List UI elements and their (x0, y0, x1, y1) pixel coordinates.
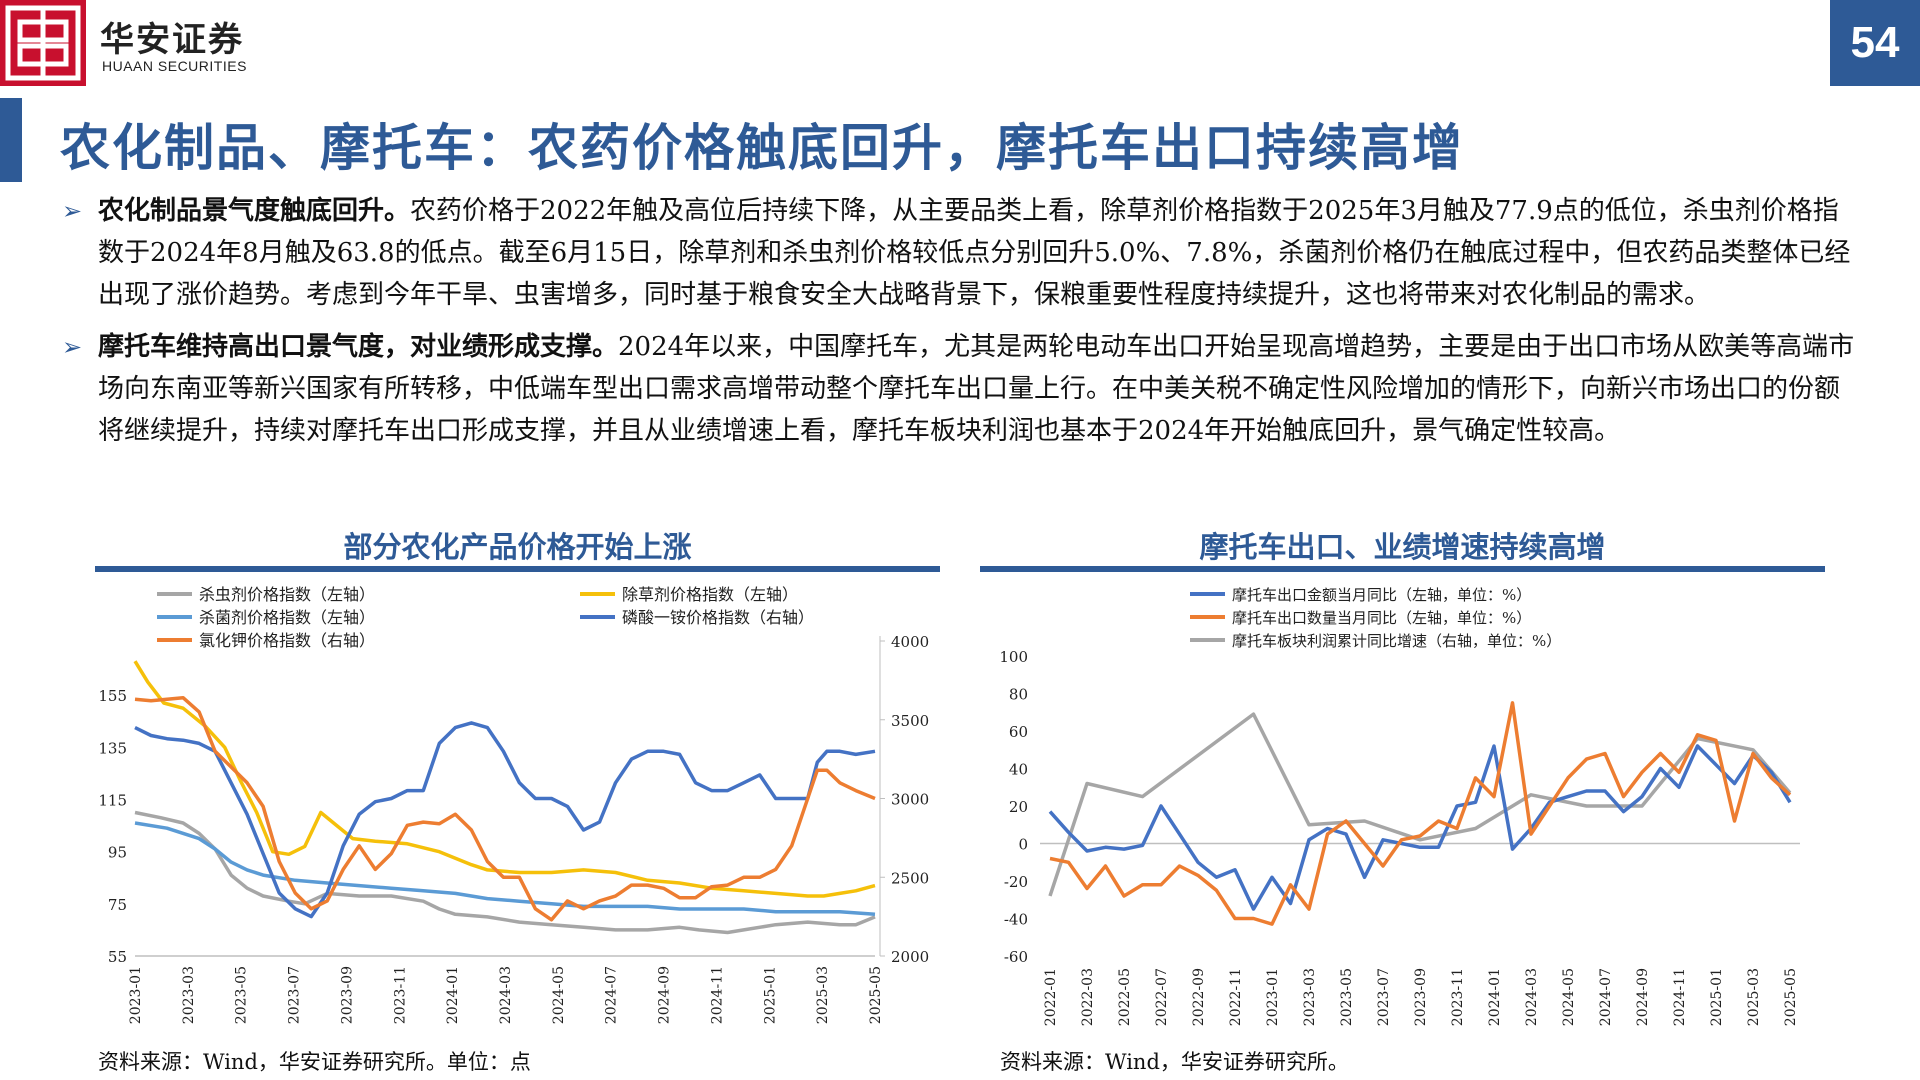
y-right-tick-label: 2000 (891, 948, 929, 966)
legend-label: 氯化钾价格指数（右轴） (199, 631, 375, 650)
x-tick-label: 2024-01 (1487, 968, 1503, 1026)
y-tick-label: 0 (1018, 836, 1028, 854)
y-right-tick-label: 3000 (891, 791, 929, 809)
x-tick-label: 2024-03 (498, 966, 514, 1024)
x-tick-label: 2024-09 (1635, 968, 1651, 1026)
x-tick-label: 2024-11 (709, 966, 725, 1024)
brand-name-en: HUAAN SECURITIES (102, 58, 247, 74)
x-tick-label: 2023-01 (1265, 968, 1281, 1026)
bullet-lead: 农化制品景气度触底回升。 (98, 196, 411, 226)
y-right-tick-label: 3500 (891, 712, 929, 730)
x-tick-label: 2022-09 (1191, 968, 1207, 1026)
legend-label: 摩托车出口数量当月同比（左轴，单位：%） (1232, 609, 1531, 627)
x-tick-label: 2024-07 (1598, 968, 1614, 1026)
legend-label: 杀虫剂价格指数（左轴） (199, 585, 375, 604)
x-tick-label: 2023-01 (128, 966, 144, 1024)
y-left-tick-label: 115 (98, 791, 127, 809)
x-tick-label: 2025-05 (868, 966, 884, 1024)
series-line-3 (134, 721, 876, 919)
left-chart-title: 部分农化产品价格开始上涨 (343, 530, 692, 564)
y-right-tick-label: 4000 (891, 633, 929, 651)
bullet-body: 农药价格于2022年触及高位后持续下降，从主要品类上看，除草剂价格指数于2025… (98, 196, 1851, 310)
x-tick-label: 2023-09 (1413, 968, 1429, 1026)
x-tick-label: 2024-05 (1561, 968, 1577, 1026)
series-line-1 (133, 660, 876, 898)
bullet-lead: 摩托车维持高出口景气度，对业绩形成支撑。 (98, 332, 619, 362)
legend-label: 除草剂价格指数（左轴） (622, 585, 798, 604)
x-tick-label: 2025-03 (1746, 968, 1762, 1026)
x-tick-label: 2023-07 (287, 966, 303, 1024)
y-left-tick-label: 135 (98, 739, 127, 757)
series-line-0 (1048, 744, 1792, 911)
y-right-tick-label: 2500 (891, 869, 929, 887)
y-left-tick-label: 55 (108, 948, 127, 966)
x-tick-label: 2024-05 (551, 966, 567, 1024)
x-tick-label: 2025-01 (1709, 968, 1725, 1026)
right-chart-rule (980, 566, 1825, 572)
left-chart: 55 75 95 115 135 155 2000 2500 3000 3500 4000 2023-… (98, 585, 929, 1024)
y-tick-label: -40 (1004, 911, 1028, 929)
x-tick-label: 2023-11 (1450, 968, 1466, 1026)
page-number: 54 (1830, 0, 1920, 86)
x-tick-label: 2025-01 (762, 966, 778, 1024)
x-tick-label: 2023-03 (181, 966, 197, 1024)
x-tick-label: 2024-11 (1672, 968, 1688, 1026)
x-tick-label: 2022-01 (1043, 968, 1059, 1026)
x-tick-label: 2024-07 (604, 966, 620, 1024)
series-line-2 (134, 821, 876, 917)
x-tick-label: 2022-07 (1154, 968, 1170, 1026)
y-left-tick-label: 75 (108, 896, 127, 914)
x-tick-label: 2024-03 (1524, 968, 1540, 1026)
x-tick-label: 2022-11 (1228, 968, 1244, 1026)
legend-label: 摩托车板块利润累计同比增速（右轴，单位：%） (1232, 632, 1561, 650)
series-line-0 (134, 810, 876, 935)
right-chart-title: 摩托车出口、业绩增速持续高增 (1199, 530, 1606, 564)
y-tick-label: 80 (1009, 686, 1028, 704)
legend-label: 杀菌剂价格指数（左轴） (199, 608, 375, 627)
x-tick-label: 2024-01 (445, 966, 461, 1024)
x-tick-label: 2023-07 (1376, 968, 1392, 1026)
y-tick-label: 100 (999, 648, 1028, 666)
brand-name-cn: 华安证券 (100, 20, 244, 60)
y-left-tick-label: 95 (108, 844, 127, 862)
y-tick-label: 20 (1009, 798, 1028, 816)
y-tick-label: 40 (1009, 761, 1028, 779)
y-tick-label: -20 (1004, 873, 1028, 891)
legend-label: 磷酸一铵价格指数（右轴） (622, 608, 814, 627)
x-tick-label: 2023-05 (1339, 968, 1355, 1026)
x-tick-label: 2022-03 (1080, 968, 1096, 1026)
right-chart-source: 资料来源：Wind，华安证券研究所。 (1000, 1050, 1349, 1074)
bullet-list: ➢ 农化制品景气度触底回升。农药价格于2022年触及高位后持续下降，从主要品类上… (62, 190, 1862, 462)
bullet-arrow-icon: ➢ (62, 333, 83, 361)
title-accent-bar (0, 98, 22, 182)
page-title: 农化制品、摩托车：农药价格触底回升，摩托车出口持续高增 (60, 118, 1464, 177)
x-tick-label: 2024-09 (657, 966, 673, 1024)
left-chart-rule (95, 566, 940, 572)
series-line-1 (1049, 701, 1792, 926)
bullet-arrow-icon: ➢ (62, 197, 83, 225)
right-chart: -60 -40 -20 0 20 40 60 80 100 2022-01 2022-03 2022-… (999, 586, 1800, 1026)
bullet-agrochemicals: ➢ 农化制品景气度触底回升。农药价格于2022年触及高位后持续下降，从主要品类上… (62, 190, 1862, 316)
x-tick-label: 2023-09 (339, 966, 355, 1024)
bullet-body: 2024年以来，中国摩托车，尤其是两轮电动车出口开始呈现高增趋势，主要是由于出口… (98, 332, 1855, 446)
series-line-4 (134, 695, 876, 922)
y-tick-label: 60 (1009, 723, 1028, 741)
bullet-motorcycles: ➢ 摩托车维持高出口景气度，对业绩形成支撑。2024年以来，中国摩托车，尤其是两… (62, 326, 1862, 452)
y-left-tick-label: 155 (98, 687, 127, 705)
x-tick-label: 2022-05 (1117, 968, 1133, 1026)
x-tick-label: 2023-05 (234, 966, 250, 1024)
left-chart-source: 资料来源：Wind，华安证券研究所。单位：点 (98, 1050, 531, 1074)
x-tick-label: 2023-03 (1302, 968, 1318, 1026)
y-tick-label: -60 (1004, 948, 1028, 966)
x-tick-label: 2025-03 (815, 966, 831, 1024)
x-tick-label: 2025-05 (1783, 968, 1799, 1026)
legend-label: 摩托车出口金额当月同比（左轴，单位：%） (1232, 586, 1531, 604)
x-tick-label: 2023-11 (392, 966, 408, 1024)
huaan-logo (0, 0, 86, 86)
